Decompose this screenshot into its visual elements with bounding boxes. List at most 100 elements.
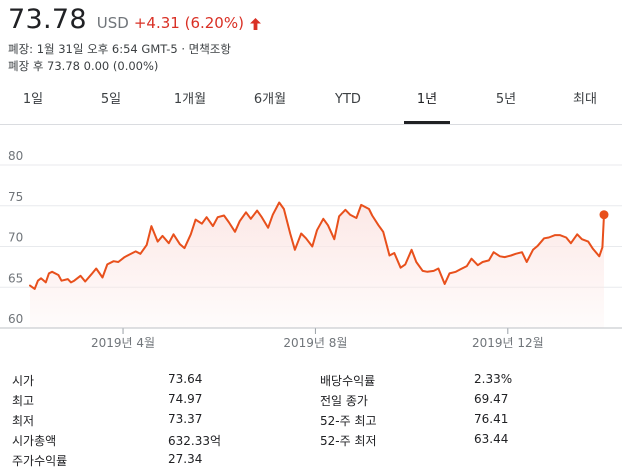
price-point xyxy=(368,208,370,210)
price-point xyxy=(90,273,92,275)
price-point xyxy=(234,231,236,233)
price-area-fill xyxy=(30,202,604,328)
y-tick-label: 75 xyxy=(8,190,23,204)
price-point xyxy=(510,254,512,256)
currency-code: USD xyxy=(96,14,129,32)
price-point xyxy=(139,253,141,255)
price-point xyxy=(576,233,578,235)
price-point xyxy=(228,221,230,223)
stat-52w-low-label: 52-주 최저 xyxy=(320,434,377,448)
tab-5y[interactable]: 5년 xyxy=(495,92,517,107)
price-point xyxy=(581,238,583,240)
stat-open-label: 시가 xyxy=(12,374,35,388)
price-point xyxy=(311,245,313,247)
price-point xyxy=(305,237,307,239)
price-point xyxy=(79,275,81,277)
last-price-marker xyxy=(599,210,609,220)
x-tick-label: 2019년 4월 xyxy=(91,336,155,350)
price-point xyxy=(168,242,170,244)
price-point xyxy=(554,234,556,236)
price-point xyxy=(70,281,72,283)
price-point xyxy=(532,249,534,251)
price-point xyxy=(157,240,159,242)
price-point xyxy=(548,236,550,238)
stat-pe-label: 주가수익률 xyxy=(12,454,68,468)
after-hours-info: 폐장 후 73.78 0.00 (0.00%) xyxy=(8,59,159,73)
price-point xyxy=(570,242,572,244)
tab-1m[interactable]: 1개월 xyxy=(173,92,207,107)
stat-dividend-label: 배당수익률 xyxy=(320,374,376,388)
price-point xyxy=(67,278,69,280)
price-change: +4.31 (6.20%) xyxy=(133,14,244,32)
price-point xyxy=(128,253,130,255)
stat-prevclose-label: 전일 종가 xyxy=(320,394,368,408)
price-point xyxy=(95,267,97,269)
price-point xyxy=(371,214,373,216)
stat-prevclose-value: 69.47 xyxy=(474,392,509,406)
y-tick-label: 80 xyxy=(8,149,23,163)
price-point xyxy=(183,247,185,249)
price-point xyxy=(559,234,561,236)
price-point xyxy=(278,201,280,203)
tab-1y[interactable]: 1년 xyxy=(404,80,450,124)
price-point xyxy=(34,288,36,290)
price-point xyxy=(250,218,252,220)
price-point xyxy=(543,237,545,239)
price-point xyxy=(256,209,258,211)
price-point xyxy=(283,208,285,210)
price-point xyxy=(355,217,357,219)
price-point xyxy=(504,256,506,258)
price-point xyxy=(526,261,528,263)
price-point xyxy=(565,236,567,238)
price-point xyxy=(470,258,472,260)
price-point xyxy=(488,259,490,261)
price-point xyxy=(592,248,594,250)
price-point xyxy=(399,267,401,269)
price-point xyxy=(117,261,119,263)
tab-max[interactable]: 최대 xyxy=(573,92,597,107)
close-info: 폐장: 1월 31일 오후 6:54 GMT-5 · 면책조항 xyxy=(8,42,231,56)
price-line xyxy=(29,201,605,290)
price-point xyxy=(433,270,435,272)
price-point xyxy=(492,251,494,253)
price-point xyxy=(448,272,450,274)
price-point xyxy=(51,271,53,273)
price-point xyxy=(415,261,417,263)
price-point xyxy=(537,245,539,247)
price-point xyxy=(179,243,181,245)
price-point xyxy=(201,223,203,225)
price-point xyxy=(150,225,152,227)
arrow-up-icon xyxy=(249,18,261,30)
price-point xyxy=(481,261,483,263)
price-point xyxy=(146,244,148,246)
price-point xyxy=(587,240,589,242)
price-point xyxy=(239,220,241,222)
price-point xyxy=(444,283,446,285)
y-tick-label: 65 xyxy=(8,271,23,285)
quote-header: 73.78 USD +4.31 (6.20%) xyxy=(8,4,261,40)
price-point xyxy=(172,233,174,235)
price-point xyxy=(106,263,108,265)
stat-52w-high-value: 76.41 xyxy=(474,412,509,426)
price-point xyxy=(161,235,163,237)
price-point xyxy=(289,232,291,234)
price-chart[interactable]: 60 65 70 75 80 2019년 4월 2019년 8월 2019년 12월 xyxy=(0,125,622,357)
stat-pe-value: 27.34 xyxy=(168,452,203,466)
tab-6m[interactable]: 6개월 xyxy=(253,92,287,107)
price-point xyxy=(300,232,302,234)
stat-marketcap-label: 시가총액 xyxy=(12,434,57,448)
price-point xyxy=(388,254,390,256)
price-point xyxy=(360,204,362,206)
price-point xyxy=(422,270,424,272)
tab-ytd[interactable]: YTD xyxy=(335,92,361,107)
x-tick-label: 2019년 12월 xyxy=(472,336,544,350)
price-point xyxy=(272,214,274,216)
tab-5d[interactable]: 5일 xyxy=(100,92,122,107)
price-point xyxy=(459,268,461,270)
price-point xyxy=(267,227,269,229)
y-tick-label: 70 xyxy=(8,231,23,245)
price-point xyxy=(477,264,479,266)
price-point xyxy=(410,249,412,251)
price-point xyxy=(112,260,114,262)
tab-1d[interactable]: 1일 xyxy=(22,92,44,107)
